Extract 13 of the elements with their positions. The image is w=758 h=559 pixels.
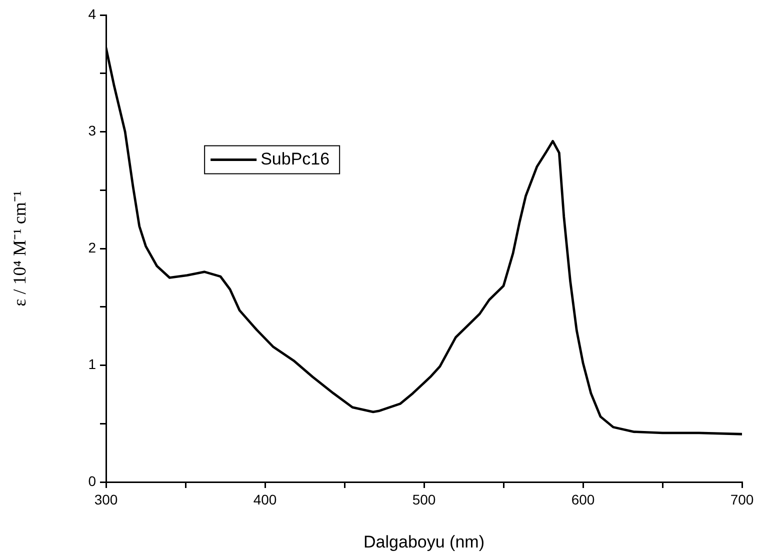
x-tick-label: 400	[253, 491, 277, 508]
y-tick-label: 1	[88, 356, 96, 372]
x-tick-label: 500	[412, 491, 436, 508]
x-tick-label: 700	[730, 491, 754, 508]
x-axis-title: Dalgaboyu (nm)	[364, 532, 484, 552]
x-tick-label: 300	[94, 491, 118, 508]
x-tick-label: 600	[571, 491, 595, 508]
y-tick-label: 0	[88, 472, 96, 489]
y-tick-label: 2	[88, 239, 96, 256]
y-axis-title: ε / 10⁴ M⁻¹ cm⁻¹	[10, 190, 30, 306]
y-tick-label: 3	[88, 122, 96, 139]
legend-label: SubPc16	[260, 149, 330, 168]
y-tick-label: 4	[88, 6, 96, 22]
